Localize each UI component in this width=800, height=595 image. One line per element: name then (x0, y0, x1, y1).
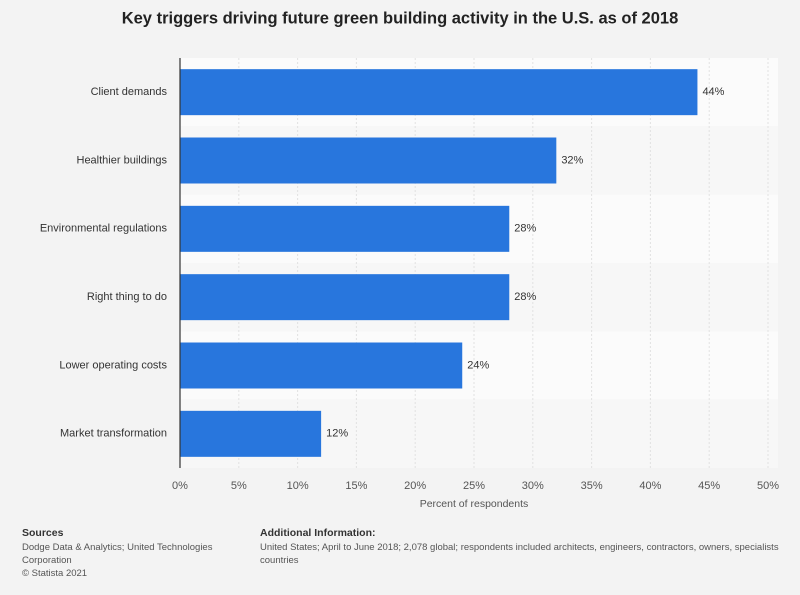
y-tick-label: Lower operating costs (59, 359, 167, 371)
x-tick-label: 45% (698, 480, 720, 492)
x-tick-label: 5% (231, 480, 247, 492)
y-tick-label: Right thing to do (87, 291, 167, 303)
value-label: 24% (467, 359, 489, 371)
x-tick-label: 15% (345, 480, 367, 492)
x-tick-label: 10% (287, 480, 309, 492)
additional-info: Additional Information: United States; A… (260, 527, 800, 567)
value-label: 28% (514, 223, 536, 235)
chart: Key triggers driving future green buildi… (40, 9, 779, 510)
value-label: 32% (561, 154, 583, 166)
info-line: countries (260, 555, 299, 566)
x-tick-label: 50% (757, 480, 779, 492)
info-line: United States; April to June 2018; 2,078… (260, 542, 779, 553)
chart-title: Key triggers driving future green buildi… (122, 9, 679, 27)
x-tick-label: 25% (463, 480, 485, 492)
bar (180, 274, 510, 321)
copyright: © Statista 2021 (22, 568, 88, 579)
info-title: Additional Information: (260, 527, 376, 539)
x-tick-label: 0% (172, 480, 188, 492)
bar (180, 342, 463, 389)
sources: Sources Dodge Data & Analytics; United T… (22, 527, 237, 580)
x-tick-label: 35% (581, 480, 603, 492)
y-tick-label: Healthier buildings (77, 154, 168, 166)
value-label: 28% (514, 291, 536, 303)
x-tick-label: 40% (639, 480, 661, 492)
bar (180, 69, 698, 116)
value-label: 44% (702, 86, 724, 98)
bar (180, 410, 322, 457)
sources-text: Dodge Data & Analytics; United Technolog… (22, 542, 213, 566)
x-tick-label: 30% (522, 480, 544, 492)
x-tick-label: 20% (404, 480, 426, 492)
value-label: 12% (326, 428, 348, 440)
bar (180, 205, 510, 252)
y-tick-label: Environmental regulations (40, 223, 168, 235)
bar (180, 137, 557, 184)
y-tick-label: Client demands (91, 86, 168, 98)
y-tick-label: Market transformation (60, 428, 167, 440)
x-axis-label: Percent of respondents (420, 498, 529, 510)
sources-title: Sources (22, 527, 64, 539)
